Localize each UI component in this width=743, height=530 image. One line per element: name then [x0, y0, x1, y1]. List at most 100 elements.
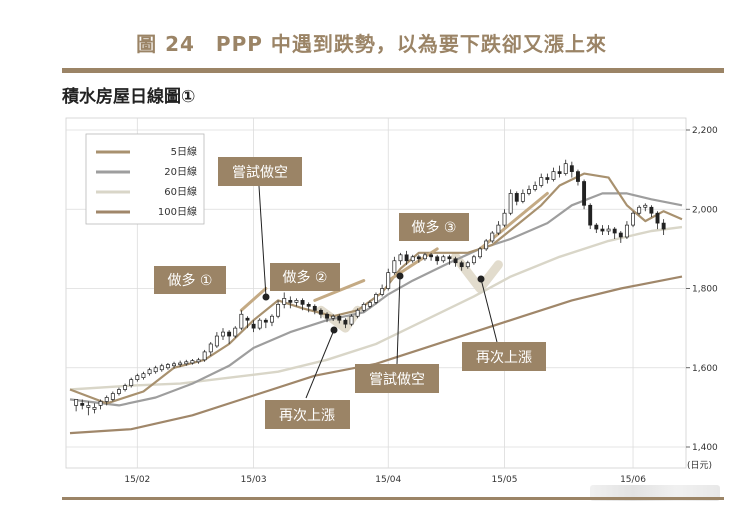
candle-body — [508, 193, 513, 214]
candle-body — [178, 362, 183, 365]
candle — [496, 221, 501, 236]
candle-body — [563, 163, 568, 174]
candle — [214, 332, 219, 348]
candle-body — [343, 319, 348, 325]
candle — [288, 296, 293, 309]
pointer-dot-try-short-2 — [396, 272, 404, 280]
candle — [233, 326, 238, 339]
line-ma100 — [69, 275, 683, 435]
candle — [153, 365, 158, 374]
candle — [227, 330, 232, 344]
candle-body — [153, 367, 158, 373]
candle-body — [594, 224, 599, 230]
trend-line — [478, 191, 549, 251]
candle-body — [478, 248, 482, 258]
plot-frame — [65, 117, 687, 469]
candle-body — [545, 177, 550, 180]
candle — [588, 203, 593, 230]
trend-line — [386, 247, 439, 283]
candle — [263, 318, 268, 329]
candle-body — [637, 206, 642, 214]
figure-title: 圖 24 PPP 中遇到跌勢，以為要下跌卻又漲上來 — [136, 32, 607, 56]
candle-body — [104, 397, 109, 402]
candle-body — [282, 298, 287, 305]
annotation-rise-again-2-text: 再次上漲 — [476, 350, 532, 366]
candle-body — [649, 206, 654, 214]
candle-body — [374, 294, 378, 303]
candle — [270, 314, 274, 327]
candle-body — [110, 393, 115, 400]
y-unit-label: (日元) — [687, 460, 712, 471]
candle-body — [643, 204, 648, 208]
candle-body — [129, 379, 134, 386]
candle-body — [172, 363, 176, 367]
x-tick-label: 15/02 — [124, 475, 150, 485]
candle-body — [92, 407, 97, 410]
candle-body — [361, 304, 366, 311]
candle — [423, 252, 427, 261]
pointer-rise-again-2 — [480, 278, 498, 343]
candle — [465, 260, 470, 269]
candle-body — [288, 300, 293, 303]
candle-body — [74, 399, 79, 406]
title-rule — [62, 68, 724, 73]
candle — [600, 225, 605, 236]
candle — [471, 254, 476, 265]
pointer-try-short-1 — [258, 185, 267, 298]
candle — [239, 310, 244, 331]
candle — [557, 165, 562, 178]
candle-body — [227, 331, 232, 337]
candle-body — [123, 385, 128, 390]
legend-label-ma5: 5日線 — [171, 145, 197, 158]
candle — [86, 401, 91, 416]
candle — [533, 181, 538, 192]
candle-body — [196, 359, 201, 363]
candle-body — [631, 212, 635, 226]
x-tick-label: 15/03 — [241, 475, 267, 485]
candle — [294, 298, 299, 307]
candle — [441, 254, 446, 263]
candle-body — [80, 403, 85, 406]
candle-body — [514, 193, 519, 202]
candle-body — [471, 256, 476, 264]
candle-body — [557, 171, 562, 174]
candle — [410, 254, 415, 263]
legend: 5日線 20日線 60日線 100日線 — [85, 133, 205, 225]
candle — [643, 203, 648, 212]
candle — [478, 246, 482, 259]
annotation-buy-2-text: 做多 ② — [282, 269, 327, 286]
candle-body — [337, 315, 342, 321]
annotation-rise-again-2: 再次上漲 — [462, 342, 546, 371]
dip-shape — [451, 252, 503, 293]
candle-body — [624, 224, 629, 238]
candle — [367, 300, 372, 309]
candle — [447, 254, 452, 265]
annotation-rise-again-1: 再次上漲 — [265, 400, 350, 429]
candle — [514, 191, 519, 206]
candle — [649, 205, 654, 218]
candle — [349, 314, 354, 327]
candle — [196, 357, 201, 364]
candle — [135, 373, 140, 382]
candle — [337, 314, 342, 324]
annotation-buy-2: 做多 ② — [270, 263, 340, 291]
x-tick-label: 15/04 — [375, 475, 401, 485]
candle-body — [165, 364, 170, 369]
line-ma5 — [69, 172, 683, 405]
candle — [300, 298, 305, 311]
candle — [190, 359, 195, 365]
candle — [569, 161, 574, 178]
legend-label-ma20: 20日線 — [164, 165, 197, 178]
candle-body — [435, 256, 440, 262]
pointer-try-short-2 — [396, 275, 401, 365]
legend-label-ma60: 60日線 — [164, 185, 197, 198]
candle-body — [496, 224, 501, 234]
candle — [276, 300, 281, 319]
candle — [520, 189, 525, 204]
candle-body — [520, 193, 525, 202]
annotation-try-short-1: 嘗試做空 — [218, 157, 302, 186]
candle — [104, 395, 109, 406]
bottom-rule — [62, 497, 724, 500]
candle-body — [257, 319, 262, 329]
candle-body — [447, 256, 452, 260]
